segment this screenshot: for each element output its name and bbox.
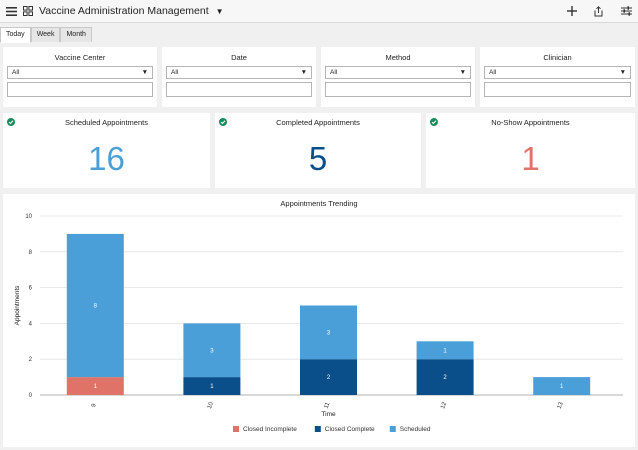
tab-week[interactable]: Week: [30, 27, 61, 42]
app-title: Vaccine Administration Management: [39, 5, 209, 17]
y-tick-label: 4: [29, 321, 33, 327]
data-label: 1: [94, 384, 98, 390]
data-label: 1: [560, 384, 564, 390]
kpi-value: 1: [521, 140, 540, 177]
share-icon[interactable]: [594, 5, 603, 17]
dropdown-arrow-icon: ▼: [459, 69, 466, 76]
bar-segment: [183, 323, 241, 378]
period-tabs: Today Week Month: [0, 27, 92, 43]
method-select[interactable]: All ▼: [325, 66, 471, 79]
kpi-title: Scheduled Appointments: [65, 118, 148, 127]
data-label: 3: [327, 330, 331, 336]
bar-segment: [66, 377, 124, 395]
filter-method: Method All ▼: [321, 47, 475, 107]
y-tick-label: 2: [29, 357, 33, 363]
x-tick-label: 12: [440, 401, 448, 410]
dropdown-arrow-icon: ▼: [141, 69, 148, 76]
bar-segment: [533, 377, 591, 395]
data-label: 8: [94, 304, 98, 310]
x-axis-label: Time: [321, 411, 336, 418]
kpi-title: Completed Appointments: [276, 118, 360, 127]
grid-icon[interactable]: [23, 6, 33, 16]
data-label: 1: [210, 384, 214, 390]
clinician-select[interactable]: All ▼: [484, 66, 631, 79]
legend-swatch: [233, 426, 239, 432]
dropdown-arrow-icon: ▼: [619, 69, 626, 76]
check-circle-icon: [219, 118, 227, 126]
y-tick-label: 10: [25, 214, 32, 220]
data-label: 1: [443, 348, 447, 354]
chart-title: Appointments Trending: [280, 199, 358, 208]
tab-month[interactable]: Month: [60, 27, 92, 42]
method-input[interactable]: [325, 82, 471, 97]
date-input[interactable]: [166, 82, 312, 97]
kpi-value: 16: [88, 140, 125, 177]
kpi-no-show[interactable]: No-Show Appointments 1: [426, 113, 635, 188]
check-circle-icon: [430, 118, 438, 126]
x-tick-label: 13: [557, 401, 565, 410]
legend-label: Closed Complete: [325, 426, 375, 433]
x-tick-label: 11: [324, 401, 332, 410]
chevron-down-icon[interactable]: ▼: [215, 6, 224, 16]
top-bar: Vaccine Administration Management ▼: [0, 0, 638, 23]
filter-label: Date: [231, 53, 247, 62]
filter-label: Clinician: [543, 53, 572, 62]
dropdown-arrow-icon: ▼: [300, 69, 307, 76]
legend-swatch: [314, 426, 321, 432]
y-tick-label: 6: [29, 286, 33, 292]
check-circle-icon: [7, 118, 15, 126]
vaccine-center-select[interactable]: All ▼: [7, 66, 153, 79]
bar-segment: [416, 359, 474, 395]
x-tick-label: 10: [207, 401, 215, 410]
filter-date: Date All ▼: [162, 47, 316, 107]
kpi-title: No-Show Appointments: [491, 118, 570, 127]
filter-label: Vaccine Center: [54, 53, 106, 62]
y-tick-label: 0: [29, 393, 33, 399]
kpi-scheduled[interactable]: Scheduled Appointments 16: [3, 113, 210, 188]
plus-icon[interactable]: [567, 6, 577, 16]
y-axis-label: Appointments: [14, 285, 21, 325]
filter-vaccine-center: Vaccine Center All ▼: [3, 47, 157, 107]
legend-label: Closed Incomplete: [243, 426, 297, 433]
data-label: 3: [210, 348, 214, 354]
date-select[interactable]: All ▼: [166, 66, 312, 79]
clinician-input[interactable]: [484, 82, 631, 97]
bar-segment: [300, 359, 357, 395]
data-label: 2: [443, 375, 447, 381]
kpi-completed[interactable]: Completed Appointments 5: [215, 113, 421, 188]
bar-segment: [300, 305, 357, 360]
bar-segment: [66, 233, 124, 378]
legend-label: Scheduled: [400, 426, 431, 433]
filter-clinician: Clinician All ▼: [480, 47, 635, 107]
data-label: 2: [327, 375, 331, 381]
filter-label: Method: [385, 53, 411, 62]
tab-today[interactable]: Today: [0, 27, 31, 43]
legend-swatch: [389, 426, 396, 432]
settings-sliders-icon[interactable]: [621, 6, 632, 16]
appointments-trending-chart: 0246810Appointments189131023112112113Tim…: [14, 214, 623, 433]
bar-segment: [416, 341, 474, 360]
kpi-value: 5: [308, 140, 328, 177]
vaccine-center-input[interactable]: [7, 82, 153, 97]
bar-segment: [183, 377, 241, 395]
appointments-chart-card: Appointments Trending 0 2 4 6 8 10 Appointment…: [3, 194, 635, 447]
menu-icon[interactable]: [6, 6, 17, 16]
x-tick-label: 9: [91, 402, 98, 408]
y-tick-label: 8: [29, 250, 33, 256]
